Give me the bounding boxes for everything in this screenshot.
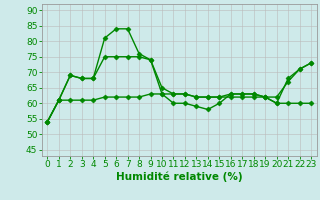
X-axis label: Humidité relative (%): Humidité relative (%) <box>116 172 243 182</box>
